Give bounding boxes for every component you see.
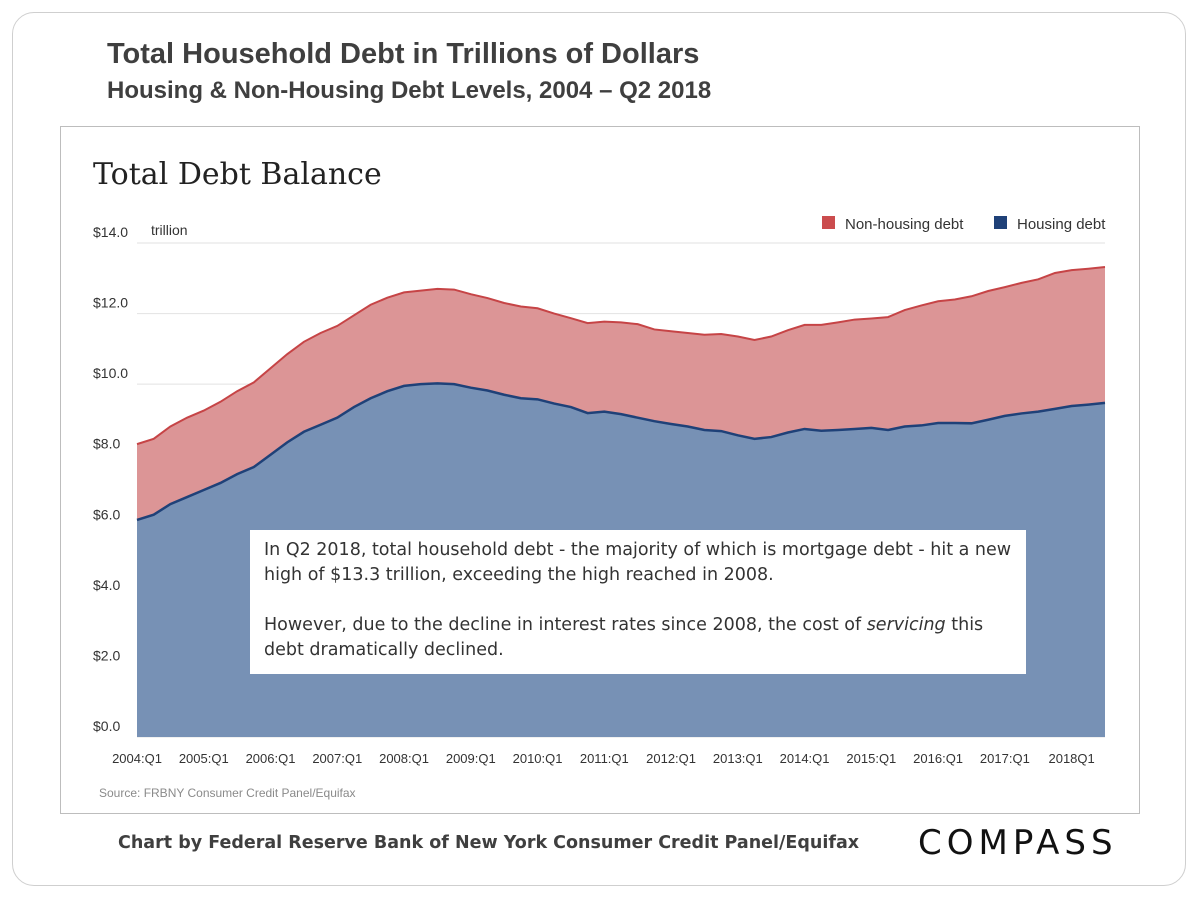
legend-label-housing: Housing debt bbox=[1017, 216, 1106, 233]
y-tick-label: $14.0 bbox=[93, 224, 128, 240]
callout-paragraph-1: In Q2 2018, total household debt - the m… bbox=[264, 540, 1012, 585]
x-tick-label: 2014:Q1 bbox=[780, 751, 830, 766]
x-tick-label: 2008:Q1 bbox=[379, 751, 429, 766]
callout-paragraph-2: However, due to the decline in interest … bbox=[264, 613, 1012, 663]
housing-line bbox=[136, 382, 1106, 522]
x-tick-label: 2018Q1 bbox=[1048, 751, 1094, 766]
x-tick-label: 2013:Q1 bbox=[713, 751, 763, 766]
y-tick-label: $10.0 bbox=[93, 365, 128, 381]
x-tick-label: 2017:Q1 bbox=[980, 751, 1030, 766]
x-tick-label: 2011:Q1 bbox=[580, 751, 629, 766]
legend-label-non-housing: Non-housing debt bbox=[845, 216, 964, 233]
x-tick-label: 2015:Q1 bbox=[846, 751, 896, 766]
x-tick-label: 2006:Q1 bbox=[246, 751, 296, 766]
x-tick-label: 2004:Q1 bbox=[112, 751, 162, 766]
x-tick-label: 2010:Q1 bbox=[513, 751, 563, 766]
x-tick-label: 2012:Q1 bbox=[646, 751, 696, 766]
y-axis-ticks: $0.0 $2.0 $4.0 $6.0 $8.0 $10.0 $12.0 $14.0 bbox=[93, 224, 128, 734]
y-tick-label: $8.0 bbox=[93, 436, 120, 452]
x-tick-label: 2016:Q1 bbox=[913, 751, 963, 766]
slide-subtitle: Housing & Non-Housing Debt Levels, 2004 … bbox=[107, 77, 712, 104]
chart-title: Total Debt Balance bbox=[93, 157, 382, 192]
x-axis-ticks: 2004:Q1 2005:Q1 2006:Q1 2007:Q1 2008:Q1 2009:… bbox=[112, 751, 1095, 766]
y-tick-label: $12.0 bbox=[93, 295, 128, 311]
y-tick-label: $6.0 bbox=[93, 506, 120, 522]
chart-legend: Non-housing debt Housing debt bbox=[822, 216, 1106, 233]
chart-panel: Total Debt Balance $0.0 $2.0 $4.0 $6.0 $8.0 $… bbox=[60, 126, 1140, 814]
y-tick-label: $0.0 bbox=[93, 718, 120, 734]
x-tick-label: 2007:Q1 bbox=[312, 751, 362, 766]
y-tick-label: $2.0 bbox=[93, 647, 120, 663]
legend-swatch-housing bbox=[994, 216, 1007, 229]
callout-text-pre: However, due to the decline in interest … bbox=[264, 615, 867, 635]
debt-area-chart: Total Debt Balance $0.0$2.0$4.0$6.0$8.0$… bbox=[93, 157, 1106, 800]
x-tick-label: 2009:Q1 bbox=[446, 751, 496, 766]
callout-box: In Q2 2018, total household debt - the m… bbox=[250, 530, 1026, 674]
chart-credit: Chart by Federal Reserve Bank of New Yor… bbox=[118, 833, 860, 853]
y-unit-label: trillion bbox=[151, 222, 188, 238]
y-tick-label: $4.0 bbox=[93, 577, 120, 593]
callout-text-post: this debt dramatically declined. bbox=[264, 615, 984, 660]
slide-title: Total Household Debt in Trillions of Dol… bbox=[107, 38, 700, 70]
x-tick-label: 2005:Q1 bbox=[179, 751, 229, 766]
chart-source: Source: FRBNY Consumer Credit Panel/Equi… bbox=[99, 786, 356, 800]
legend-swatch-non-housing bbox=[822, 216, 835, 229]
compass-logo: COMPASS bbox=[918, 823, 1118, 863]
non-housing-line bbox=[136, 265, 1106, 446]
callout-emphasis: servicing bbox=[866, 615, 946, 635]
